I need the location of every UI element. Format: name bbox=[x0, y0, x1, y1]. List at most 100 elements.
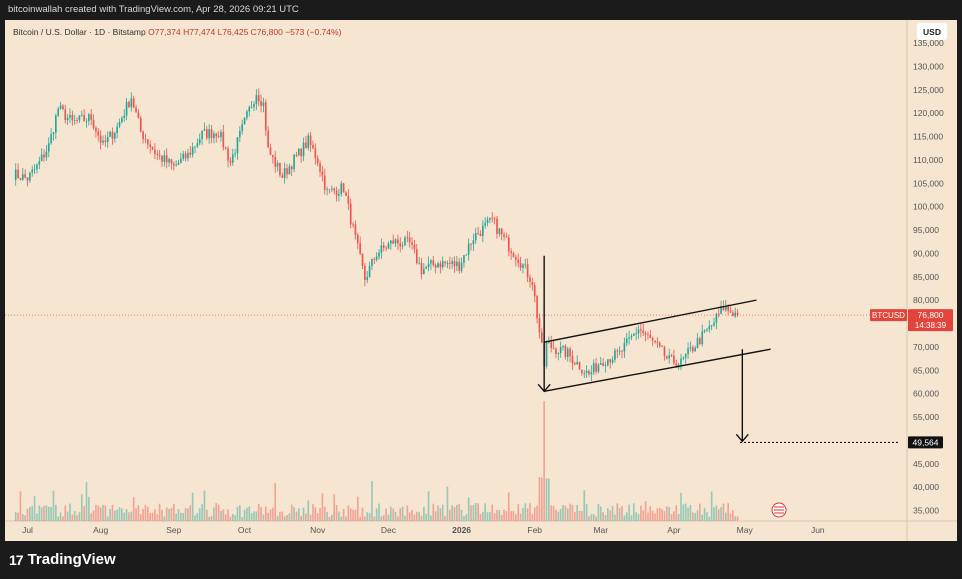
candle-body bbox=[701, 331, 704, 345]
volume-bar bbox=[397, 516, 399, 521]
candle-body bbox=[729, 310, 732, 313]
candle-body bbox=[623, 343, 626, 352]
y-tick-label: 65,000 bbox=[913, 365, 939, 375]
candle-body bbox=[335, 190, 338, 196]
candle-body bbox=[430, 260, 432, 264]
candle-body bbox=[496, 218, 498, 234]
candle-body bbox=[522, 264, 524, 268]
candle-body bbox=[144, 139, 147, 141]
candlestick-chart[interactable]: 135,000 130,000 125,000 120,000 115,000 110,0… bbox=[5, 20, 957, 541]
volume-bar bbox=[172, 503, 175, 521]
volume-bar bbox=[99, 507, 102, 521]
volume-bar bbox=[607, 508, 609, 521]
volume-bar bbox=[569, 503, 571, 521]
candle-body bbox=[272, 154, 274, 157]
candle-body bbox=[73, 120, 76, 121]
volume-bar bbox=[229, 516, 232, 521]
volume-bar bbox=[423, 506, 425, 521]
candle-body bbox=[614, 350, 616, 360]
candle-body bbox=[328, 189, 331, 191]
candle-body bbox=[658, 342, 661, 347]
candle-body bbox=[493, 218, 496, 220]
currency-button[interactable]: USD bbox=[917, 23, 947, 40]
volume-bar bbox=[309, 514, 312, 521]
candle-body bbox=[588, 370, 590, 375]
volume-bar bbox=[413, 514, 416, 521]
candle-body bbox=[602, 363, 604, 367]
candle-body bbox=[156, 153, 159, 155]
volume-bar bbox=[73, 510, 76, 521]
volume-bar bbox=[40, 507, 43, 521]
candle-body bbox=[260, 101, 262, 106]
candle-body bbox=[331, 188, 333, 190]
volume-bar bbox=[295, 511, 298, 521]
volume-bar bbox=[26, 508, 29, 521]
candle-body bbox=[481, 225, 484, 237]
volume-bar bbox=[257, 503, 260, 521]
volume-bar bbox=[267, 512, 269, 521]
candle-body bbox=[415, 249, 418, 264]
candle-body bbox=[163, 155, 166, 162]
volume-bar bbox=[194, 515, 196, 521]
candle-body bbox=[333, 188, 336, 191]
volume-bar bbox=[279, 511, 281, 521]
candle-body bbox=[734, 312, 737, 317]
candle-body bbox=[243, 117, 246, 125]
candle-body bbox=[706, 329, 708, 331]
volume-bar bbox=[389, 506, 392, 521]
candle-body bbox=[425, 267, 428, 269]
tradingview-logo[interactable]: 17 TradingView bbox=[9, 551, 116, 568]
volume-bar bbox=[24, 515, 26, 521]
volume-bar bbox=[489, 512, 491, 521]
volume-bar bbox=[701, 514, 704, 521]
candle-body bbox=[29, 172, 31, 181]
candle-body bbox=[76, 120, 78, 121]
volume-bar bbox=[481, 511, 484, 521]
candle-body bbox=[562, 346, 564, 348]
candle-body bbox=[566, 348, 569, 358]
volume-bar bbox=[654, 513, 656, 521]
candle-body bbox=[642, 330, 645, 333]
candle-body bbox=[517, 259, 520, 264]
volume-bar bbox=[592, 514, 595, 521]
candle-body bbox=[246, 111, 248, 118]
candle-body bbox=[526, 264, 529, 278]
candle-body bbox=[21, 174, 24, 180]
volume-bar bbox=[517, 503, 520, 521]
candle-body bbox=[66, 117, 69, 121]
candle-body bbox=[264, 102, 267, 131]
candle-body bbox=[557, 353, 560, 355]
candle-body bbox=[366, 277, 369, 281]
volume-bar bbox=[675, 505, 678, 521]
volume-bar bbox=[444, 516, 446, 521]
candle-body bbox=[293, 154, 295, 170]
candle-body bbox=[552, 347, 555, 349]
candle-body bbox=[180, 158, 182, 163]
candle-body bbox=[540, 332, 543, 343]
us-flag-stripes-icon bbox=[774, 506, 784, 514]
volume-bar bbox=[184, 508, 187, 521]
volume-bar bbox=[142, 508, 144, 521]
candle-body bbox=[191, 147, 194, 155]
y-tick-label: 125,000 bbox=[913, 85, 944, 95]
candle-body bbox=[281, 175, 284, 178]
candle-body bbox=[104, 140, 107, 143]
volume-bar bbox=[85, 481, 88, 521]
candle-body bbox=[515, 256, 517, 260]
candle-body bbox=[85, 120, 88, 122]
volume-bar bbox=[618, 508, 621, 521]
candle-body bbox=[510, 251, 512, 254]
volume-bar bbox=[50, 506, 52, 521]
candle-body bbox=[250, 106, 253, 108]
volume-bar bbox=[382, 515, 385, 521]
candle-body bbox=[394, 239, 397, 244]
flagpole-arrowhead bbox=[537, 383, 551, 393]
volume-bar bbox=[649, 506, 652, 521]
volume-bar bbox=[375, 508, 378, 521]
chart-plot-area[interactable]: 135,000 130,000 125,000 120,000 115,000 110,0… bbox=[5, 20, 957, 541]
volume-bar bbox=[66, 511, 69, 521]
candle-body bbox=[401, 245, 404, 247]
candle-body bbox=[649, 334, 652, 338]
volume-bar bbox=[371, 481, 373, 521]
volume-bar bbox=[36, 513, 38, 521]
